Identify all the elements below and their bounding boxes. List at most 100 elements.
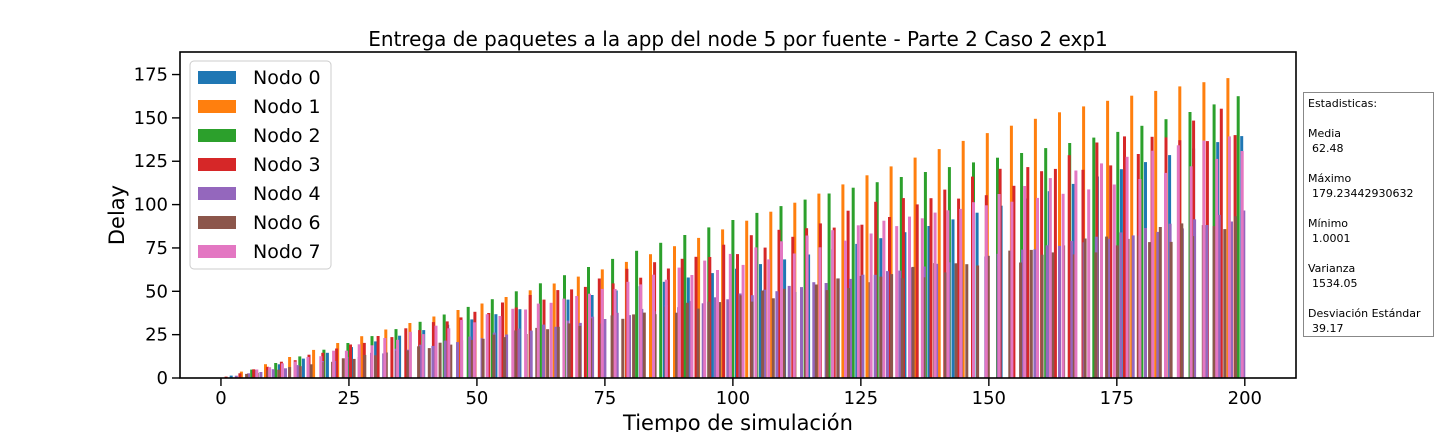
bar-nodo-7 bbox=[370, 345, 374, 378]
bar-nodo-6 bbox=[1094, 252, 1098, 378]
bar-nodo-2 bbox=[683, 235, 687, 378]
bar-nodo-3 bbox=[501, 302, 504, 378]
bar-nodo-7 bbox=[1240, 151, 1244, 378]
bar-nodo-7 bbox=[984, 205, 988, 378]
bar-nodo-6 bbox=[363, 354, 367, 378]
bar-nodo-4 bbox=[1033, 249, 1037, 378]
bar-nodo-7 bbox=[882, 220, 886, 378]
bar-nodo-7 bbox=[664, 279, 668, 378]
bar-nodo-7 bbox=[920, 218, 924, 378]
bar-nodo-6 bbox=[750, 301, 754, 378]
bar-nodo-6 bbox=[610, 315, 614, 378]
bar-nodo-6 bbox=[1169, 241, 1173, 378]
bar-nodo-6 bbox=[288, 367, 292, 378]
bar-nodo-7 bbox=[1164, 172, 1167, 378]
x-tick-label: 25 bbox=[337, 388, 360, 409]
legend-label: Nodo 7 bbox=[253, 241, 321, 263]
bar-nodo-4 bbox=[284, 368, 287, 378]
bar-nodo-3 bbox=[1219, 108, 1223, 378]
bar-nodo-4 bbox=[529, 330, 533, 378]
bar-nodo-4 bbox=[763, 289, 767, 378]
bar-nodo-1 bbox=[360, 336, 364, 378]
plot-frame bbox=[179, 51, 1297, 379]
bar-nodo-3 bbox=[915, 204, 919, 378]
legend-swatch bbox=[198, 71, 236, 84]
bar-nodo-7 bbox=[652, 274, 655, 378]
bar-nodo-6 bbox=[718, 302, 722, 378]
bar-nodo-7 bbox=[997, 194, 1001, 378]
bar-nodo-6 bbox=[836, 278, 840, 378]
bar-nodo-1 bbox=[264, 364, 267, 378]
bar-nodo-7 bbox=[1010, 201, 1014, 378]
bar-nodo-6 bbox=[245, 373, 249, 378]
bar-nodo-3 bbox=[777, 229, 781, 378]
x-tick-label: 125 bbox=[844, 388, 878, 409]
bar-nodo-7 bbox=[255, 369, 259, 378]
bar-nodo-6 bbox=[739, 295, 743, 378]
bar-nodo-3 bbox=[445, 321, 449, 378]
bar-nodo-6 bbox=[1115, 245, 1119, 378]
bar-nodo-4 bbox=[1131, 235, 1135, 378]
bar-nodo-7 bbox=[332, 350, 336, 378]
bar-nodo-6 bbox=[1223, 229, 1227, 378]
bar-nodo-7 bbox=[959, 208, 963, 378]
bar-nodo-3 bbox=[888, 217, 891, 378]
bar-nodo-1 bbox=[1058, 112, 1061, 379]
bar-nodo-4 bbox=[886, 271, 889, 378]
bar-nodo-6 bbox=[653, 314, 657, 378]
bar-nodo-7 bbox=[1125, 156, 1129, 378]
bar-nodo-1 bbox=[769, 211, 773, 378]
x-tick-label: 50 bbox=[465, 388, 488, 409]
bar-nodo-7 bbox=[767, 259, 771, 378]
bar-nodo-7 bbox=[280, 363, 284, 378]
bar-nodo-7 bbox=[856, 225, 860, 378]
bar-nodo-4 bbox=[1217, 214, 1221, 378]
bar-nodo-2 bbox=[538, 283, 542, 378]
y-tick-label: 50 bbox=[145, 281, 168, 302]
bar-nodo-4 bbox=[603, 319, 607, 378]
bar-nodo-6 bbox=[965, 264, 969, 378]
bar-nodo-4 bbox=[1070, 241, 1074, 378]
stats-min: Mínimo 1.0001 bbox=[1308, 216, 1429, 246]
bar-nodo-6 bbox=[976, 265, 980, 378]
bar-nodo-6 bbox=[298, 366, 302, 378]
bar-nodo-7 bbox=[588, 293, 591, 378]
bar-nodo-7 bbox=[1215, 158, 1219, 378]
legend-label: Nodo 6 bbox=[253, 212, 321, 234]
bar-nodo-7 bbox=[549, 302, 553, 378]
bar-nodo-3 bbox=[376, 336, 380, 378]
bar-nodo-7 bbox=[408, 331, 412, 378]
bar-nodo-1 bbox=[889, 166, 893, 378]
bar-nodo-7 bbox=[895, 226, 899, 378]
bar-nodo-2 bbox=[1092, 137, 1096, 378]
bar-nodo-4 bbox=[468, 336, 472, 378]
bar-nodo-3 bbox=[1067, 155, 1071, 378]
bar-nodo-7 bbox=[511, 308, 515, 378]
bar-nodo-7 bbox=[1048, 178, 1052, 378]
stats-media: Media 62.48 bbox=[1308, 126, 1429, 156]
bar-nodo-4 bbox=[1230, 221, 1233, 378]
y-tick-label: 175 bbox=[134, 65, 168, 86]
bar-nodo-7 bbox=[1061, 193, 1065, 378]
bar-nodo-1 bbox=[841, 184, 845, 378]
bar-nodo-4 bbox=[1156, 231, 1160, 378]
bar-nodo-7 bbox=[1023, 186, 1027, 378]
y-tick-label: 25 bbox=[145, 325, 168, 346]
bar-nodo-4 bbox=[419, 344, 423, 378]
min-value: 1.0001 bbox=[1312, 232, 1351, 245]
bar-nodo-7 bbox=[268, 367, 272, 378]
bar-nodo-4 bbox=[517, 328, 521, 378]
stats-var: Varianza 1534.05 bbox=[1308, 261, 1429, 291]
bar-nodo-1 bbox=[937, 149, 941, 378]
bar-nodo-6 bbox=[1072, 254, 1076, 378]
bar-nodo-7 bbox=[319, 356, 323, 378]
bar-nodo-7 bbox=[754, 247, 758, 378]
x-tick-label: 75 bbox=[593, 388, 616, 409]
bar-nodo-4 bbox=[431, 345, 435, 378]
bar-nodo-1 bbox=[649, 254, 652, 378]
bar-nodo-4 bbox=[591, 316, 595, 378]
bar-nodo-7 bbox=[946, 210, 950, 378]
bar-nodo-7 bbox=[716, 270, 719, 378]
bar-nodo-6 bbox=[621, 318, 625, 378]
bar-nodo-2 bbox=[466, 306, 470, 378]
